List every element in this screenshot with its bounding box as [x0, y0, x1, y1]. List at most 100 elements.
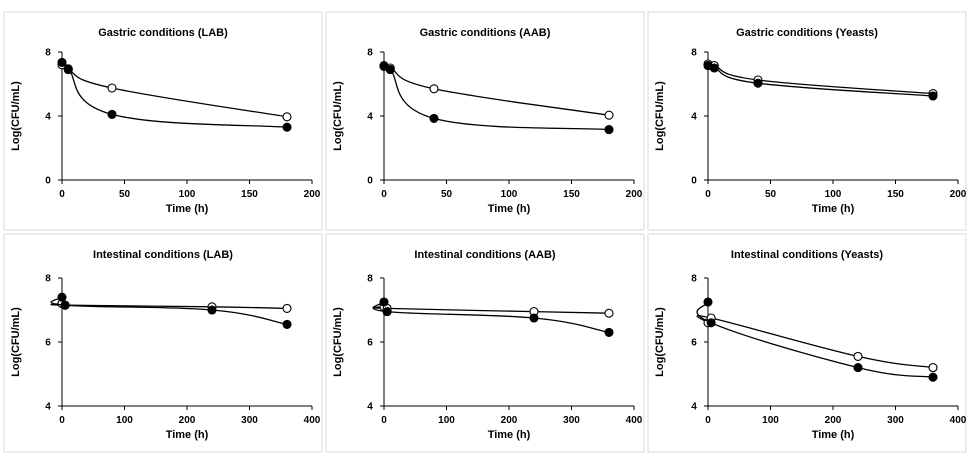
data-point-open: [107, 83, 117, 93]
data-point-filled: [429, 113, 439, 123]
chart-panel: Gastric conditions (Yeasts) 0 4 8 0 50 100 150 2…: [647, 11, 967, 231]
x-tick-label: 0: [59, 415, 65, 426]
x-tick-label: 200: [626, 189, 643, 200]
data-point-filled: [604, 327, 614, 337]
panel-frame: [3, 233, 323, 453]
y-tick-label: 4: [45, 402, 51, 413]
data-point-filled: [853, 363, 863, 373]
x-tick-label: 50: [765, 189, 777, 200]
x-axis-title: Time (h): [488, 203, 531, 215]
x-tick-label: 150: [563, 189, 580, 200]
chart-panel: Intestinal conditions (LAB) 4 6 8 0 100 200 300…: [3, 233, 323, 453]
x-axis-title: Time (h): [812, 429, 855, 441]
data-point-filled: [379, 61, 389, 71]
x-tick-label: 400: [626, 415, 643, 426]
data-point-open: [282, 303, 292, 313]
chart-title: Intestinal conditions (AAB): [414, 249, 556, 261]
y-tick-label: 4: [45, 112, 51, 123]
data-point-open: [429, 84, 439, 94]
x-tick-label: 100: [501, 189, 518, 200]
data-point-filled: [282, 319, 292, 329]
x-tick-label: 100: [762, 415, 779, 426]
chart-title: Intestinal conditions (LAB): [93, 249, 233, 261]
x-tick-label: 100: [179, 189, 196, 200]
x-tick-label: 300: [887, 415, 904, 426]
x-tick-label: 200: [825, 415, 842, 426]
data-point-filled: [379, 297, 389, 307]
data-point-filled: [382, 307, 392, 317]
x-axis-title: Time (h): [488, 429, 531, 441]
y-tick-label: 8: [45, 274, 51, 285]
data-point-filled: [107, 109, 117, 119]
chart-panel: Gastric conditions (AAB) 0 4 8 0 50 100 150 200 T…: [325, 11, 645, 231]
x-tick-label: 300: [563, 415, 580, 426]
panel-frame: [325, 11, 645, 231]
data-point-open: [282, 112, 292, 122]
x-tick-label: 200: [950, 189, 967, 200]
y-tick-label: 6: [691, 338, 697, 349]
y-tick-label: 8: [367, 274, 373, 285]
data-point-open: [928, 363, 938, 373]
x-tick-label: 200: [179, 415, 196, 426]
y-tick-label: 8: [45, 48, 51, 59]
x-tick-label: 0: [705, 415, 711, 426]
series-filled: [703, 61, 938, 101]
y-axis-title: Log(CFU/mL): [332, 81, 344, 151]
y-axis-title: Log(CFU/mL): [10, 81, 22, 151]
y-axis-title: Log(CFU/mL): [654, 81, 666, 151]
chart-title: Gastric conditions (Yeasts): [736, 27, 878, 39]
x-axis-title: Time (h): [166, 429, 209, 441]
y-tick-label: 6: [367, 338, 373, 349]
data-point-filled: [57, 57, 67, 67]
x-tick-label: 100: [116, 415, 133, 426]
data-point-open: [853, 351, 863, 361]
y-tick-label: 0: [691, 176, 697, 187]
y-axis-title: Log(CFU/mL): [332, 307, 344, 377]
panel-frame: [647, 11, 967, 231]
data-point-open: [604, 110, 614, 120]
y-tick-label: 6: [45, 338, 51, 349]
chart-title: Gastric conditions (LAB): [98, 27, 228, 39]
y-tick-label: 4: [691, 112, 697, 123]
series-filled: [57, 57, 292, 132]
chart-title: Gastric conditions (AAB): [420, 27, 551, 39]
y-tick-label: 4: [691, 402, 697, 413]
data-point-filled: [928, 372, 938, 382]
data-point-filled: [928, 91, 938, 101]
x-tick-label: 400: [950, 415, 967, 426]
series-line-filled: [696, 301, 934, 378]
panel-frame: [3, 11, 323, 231]
chart-title: Intestinal conditions (Yeasts): [731, 249, 884, 261]
data-point-filled: [706, 318, 716, 328]
y-axis-title: Log(CFU/mL): [10, 307, 22, 377]
y-tick-label: 4: [367, 112, 373, 123]
y-tick-label: 8: [691, 274, 697, 285]
data-point-filled: [57, 292, 67, 302]
x-tick-label: 50: [119, 189, 131, 200]
x-tick-label: 0: [705, 189, 711, 200]
x-tick-label: 0: [59, 189, 65, 200]
series-line-open: [696, 315, 934, 369]
series-filled: [379, 61, 614, 135]
y-tick-label: 0: [45, 176, 51, 187]
x-tick-label: 200: [304, 189, 321, 200]
data-point-filled: [207, 305, 217, 315]
chart-panel: Intestinal conditions (AAB) 4 6 8 0 100 200 300…: [325, 233, 645, 453]
chart-panel: Intestinal conditions (Yeasts) 4 6 8 0 100 200…: [647, 233, 967, 453]
data-point-filled: [63, 64, 73, 74]
series-line-filled: [372, 301, 610, 334]
x-tick-label: 0: [381, 189, 387, 200]
x-tick-label: 0: [381, 415, 387, 426]
series-filled: [696, 297, 938, 382]
data-point-filled: [709, 63, 719, 73]
x-tick-label: 150: [887, 189, 904, 200]
y-tick-label: 8: [367, 48, 373, 59]
series-filled: [50, 292, 292, 329]
x-tick-label: 150: [241, 189, 258, 200]
data-point-filled: [282, 122, 292, 132]
series-line-filled: [50, 296, 288, 326]
x-tick-label: 50: [441, 189, 453, 200]
data-point-filled: [703, 297, 713, 307]
x-axis-title: Time (h): [812, 203, 855, 215]
